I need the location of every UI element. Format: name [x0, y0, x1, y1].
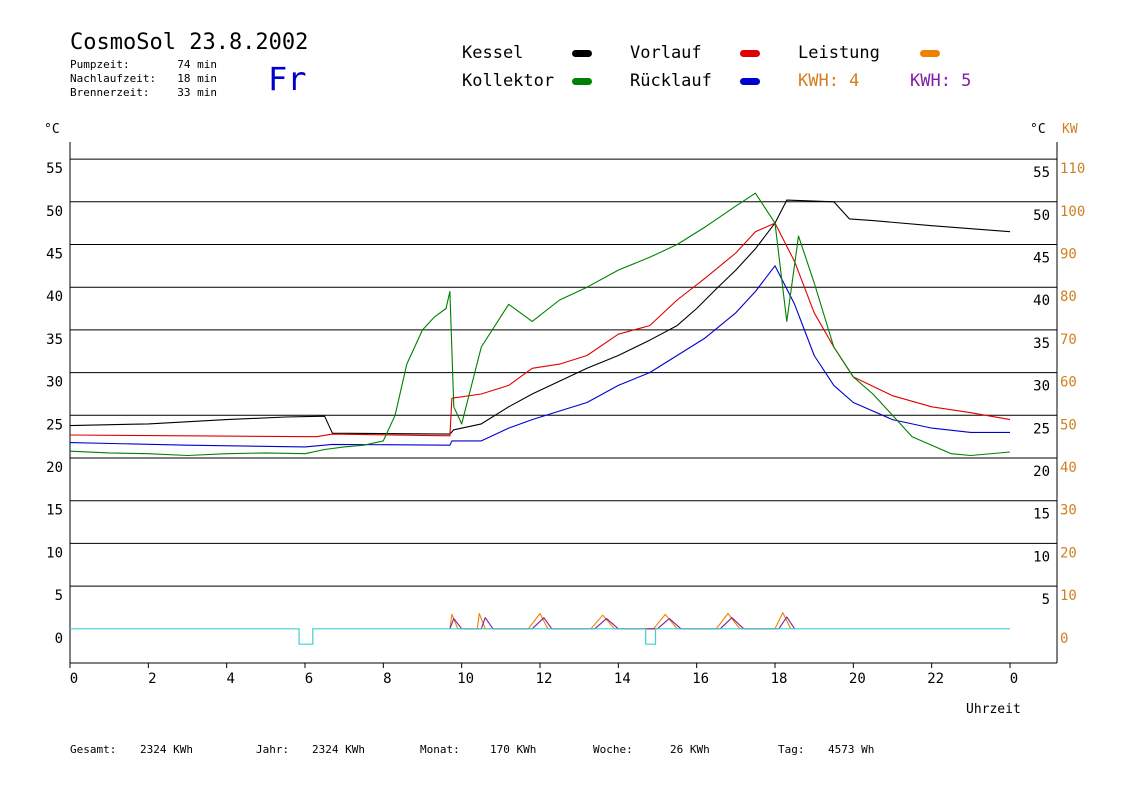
- y-tick-left-0: 0: [55, 631, 63, 647]
- y-tick-left-8: 40: [46, 289, 63, 305]
- series-line-kwh5: [449, 616, 796, 630]
- y-tick-left-7: 35: [46, 332, 63, 348]
- series-line-ruecklauf: [69, 265, 1010, 448]
- y2-tick-right-1: 10: [1060, 588, 1077, 604]
- y-tick-left-4: 20: [46, 460, 63, 476]
- legend-kessel-label: Kessel: [462, 43, 524, 63]
- legend-ruecklauf-label: Rücklauf: [630, 71, 712, 91]
- y2-tick-right-10: 100: [1060, 204, 1085, 220]
- y2-tick-right-7: 70: [1060, 332, 1077, 348]
- footer-gesamt-label: Gesamt:: [70, 743, 117, 756]
- footer-tag-label: Tag:: [778, 743, 805, 756]
- footer-monat-value: 170 KWh: [490, 743, 537, 756]
- nachlaufzeit-value: 18 min: [177, 72, 217, 85]
- y-tick-left-3: 15: [46, 503, 63, 519]
- y2-tick-right-9: 90: [1060, 246, 1077, 262]
- right-axis-unit: °C: [1030, 122, 1046, 137]
- x-tick-6: 12: [536, 671, 553, 687]
- y-tick-right-2: 10: [1033, 549, 1050, 565]
- series-line-kessel: [69, 199, 1011, 435]
- x-tick-10: 20: [849, 671, 866, 687]
- series-line-pump: [70, 628, 1010, 645]
- y-tick-left-2: 10: [46, 545, 63, 561]
- nachlaufzeit-label: Nachlaufzeit:: [70, 72, 157, 85]
- y-tick-right-10: 50: [1033, 208, 1050, 224]
- footer-gesamt-value: 2324 KWh: [140, 743, 193, 756]
- series-line-leistung: [449, 612, 792, 630]
- legend-kollektor-label: Kollektor: [462, 71, 555, 91]
- y-tick-right-4: 20: [1033, 464, 1050, 480]
- x-tick-5: 10: [457, 671, 474, 687]
- x-tick-3: 6: [305, 671, 313, 687]
- x-tick-0: 0: [70, 671, 78, 687]
- footer-woche-label: Woche:: [593, 743, 633, 756]
- pumpzeit-value: 74 min: [177, 58, 217, 71]
- y2-tick-right-0: 0: [1060, 631, 1068, 647]
- y-tick-right-3: 15: [1033, 507, 1050, 523]
- footer-tag-value: 4573 Wh: [828, 743, 875, 756]
- y-tick-left-1: 5: [55, 588, 63, 604]
- footer-jahr-label: Jahr:: [256, 743, 290, 756]
- y2-tick-right-5: 50: [1060, 417, 1077, 433]
- y-tick-right-1: 5: [1042, 592, 1050, 608]
- legend-ruecklauf-swatch: [740, 78, 760, 85]
- legend-kessel-swatch: [572, 50, 592, 57]
- pumpzeit-label: Pumpzeit:: [70, 58, 130, 71]
- y-tick-right-8: 40: [1033, 293, 1050, 309]
- y-tick-right-9: 45: [1033, 250, 1050, 266]
- x-tick-12: 0: [1010, 671, 1018, 687]
- y2-tick-right-11: 110: [1060, 161, 1085, 177]
- legend-leistung-label: Leistung: [798, 43, 880, 63]
- x-tick-8: 16: [692, 671, 709, 687]
- x-tick-11: 22: [927, 671, 944, 687]
- right-axis-unit-kw: KW: [1062, 122, 1078, 137]
- footer-jahr-value: 2324 KWh: [312, 743, 365, 756]
- y2-tick-right-6: 60: [1060, 375, 1077, 391]
- y-tick-left-6: 30: [46, 375, 63, 391]
- y2-tick-right-4: 40: [1060, 460, 1077, 476]
- x-tick-1: 2: [148, 671, 156, 687]
- series-line-kollektor: [69, 192, 1011, 457]
- y-tick-right-7: 35: [1033, 336, 1050, 352]
- y-tick-left-5: 25: [46, 417, 63, 433]
- y-tick-left-9: 45: [46, 246, 63, 262]
- y2-tick-right-3: 30: [1060, 503, 1077, 519]
- y-tick-right-11: 55: [1033, 165, 1050, 181]
- legend-kwh5-label: KWH: 5: [910, 71, 972, 91]
- legend-kollektor-swatch: [572, 78, 592, 85]
- brennerzeit-value: 33 min: [177, 86, 217, 99]
- footer-woche-value: 26 KWh: [670, 743, 710, 756]
- x-tick-9: 18: [771, 671, 788, 687]
- legend-vorlauf-label: Vorlauf: [630, 43, 702, 63]
- x-axis-label: Uhrzeit: [966, 702, 1021, 717]
- y-tick-right-5: 25: [1033, 421, 1050, 437]
- brennerzeit-label: Brennerzeit:: [70, 86, 150, 99]
- x-tick-7: 14: [614, 671, 631, 687]
- y-tick-left-10: 50: [46, 204, 63, 220]
- y2-tick-right-2: 20: [1060, 545, 1077, 561]
- left-axis-unit: °C: [44, 122, 60, 137]
- footer-monat-label: Monat:: [420, 743, 460, 756]
- y-tick-right-6: 30: [1033, 379, 1050, 395]
- legend-vorlauf-swatch: [740, 50, 760, 57]
- y-tick-left-11: 55: [46, 161, 63, 177]
- legend-kwh4-label: KWH: 4: [798, 71, 860, 91]
- x-tick-4: 8: [383, 671, 391, 687]
- x-tick-2: 4: [226, 671, 234, 687]
- legend-leistung-swatch: [920, 50, 940, 57]
- weekday-label: Fr: [268, 60, 307, 98]
- chart-title: CosmoSol 23.8.2002: [70, 30, 309, 55]
- y2-tick-right-8: 80: [1060, 289, 1077, 305]
